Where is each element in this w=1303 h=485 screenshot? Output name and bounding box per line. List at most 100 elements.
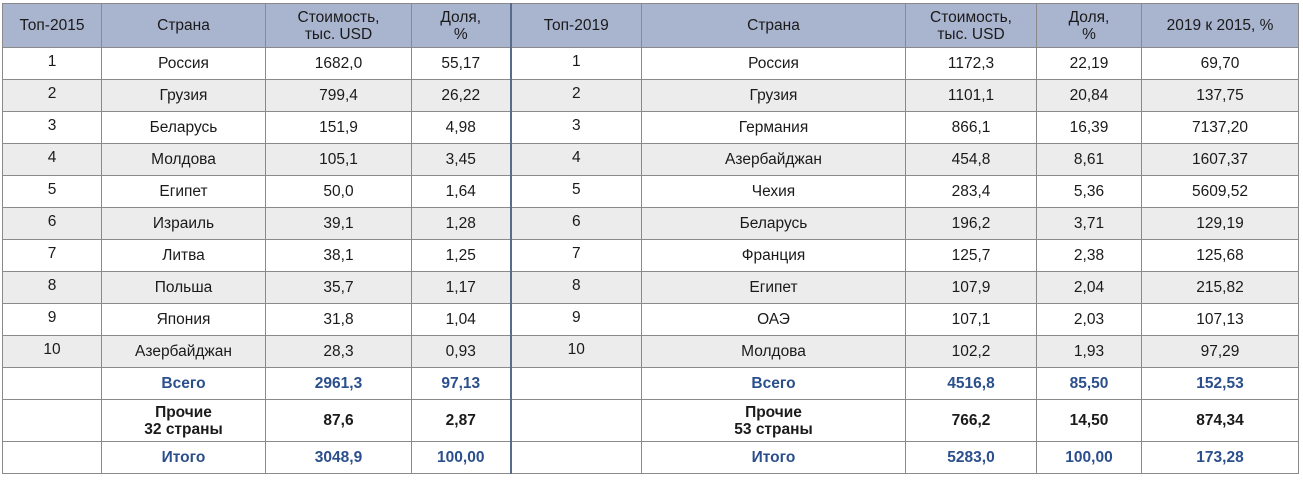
- other-ratio: 874,34: [1141, 399, 1299, 442]
- rank-2015-cell: 3: [2, 111, 102, 144]
- rank-2019-cell: 4: [510, 143, 642, 176]
- grand-rank-2015-empty: [2, 441, 102, 474]
- other-line2-2015: 32 страны: [144, 420, 223, 438]
- value-2019-cell: 1172,3: [905, 47, 1037, 80]
- ratio-cell: 7137,20: [1141, 111, 1299, 144]
- country-2019-cell: Египет: [641, 271, 906, 304]
- header-value2-line2: тыс. USD: [937, 25, 1005, 43]
- rank-2015-cell: 7: [2, 239, 102, 272]
- rank-2019-cell: 3: [510, 111, 642, 144]
- country-2015-cell: Япония: [101, 303, 266, 336]
- table-row: 5 Египет 50,0 1,64 5 Чехия 283,4 5,36 5609,52: [2, 175, 1299, 208]
- ratio-cell: 69,70: [1141, 47, 1299, 80]
- other-label-2019: Прочие 53 страны: [641, 399, 906, 442]
- share-2015-cell: 1,28: [411, 207, 512, 240]
- value-2019-cell: 196,2: [905, 207, 1037, 240]
- total-value-2019: 4516,8: [905, 367, 1037, 400]
- header-ratio: 2019 к 2015, %: [1141, 3, 1299, 48]
- value-2019-cell: 454,8: [905, 143, 1037, 176]
- header-share-2015: Доля,%: [411, 3, 512, 48]
- grand-ratio: 173,28: [1141, 441, 1299, 474]
- grand-label-2015: Итого: [101, 441, 266, 474]
- other-label-2015: Прочие 32 страны: [101, 399, 266, 442]
- other-line1-2015: Прочие: [155, 403, 212, 421]
- country-2015-cell: Молдова: [101, 143, 266, 176]
- grand-total-row: Итого 3048,9 100,00 Итого 5283,0 100,00 …: [2, 441, 1299, 474]
- rank-2015-cell: 4: [2, 143, 102, 176]
- table-row: 8 Польша 35,7 1,17 8 Египет 107,9 2,04 215,82: [2, 271, 1299, 304]
- rank-2019-cell: 5: [510, 175, 642, 208]
- total-rank-2015-empty: [2, 367, 102, 400]
- share-2015-cell: 55,17: [411, 47, 512, 80]
- value-2015-cell: 31,8: [265, 303, 412, 336]
- country-2015-cell: Азербайджан: [101, 335, 266, 368]
- total-ratio: 152,53: [1141, 367, 1299, 400]
- rank-2019-cell: 6: [510, 207, 642, 240]
- value-2019-cell: 107,1: [905, 303, 1037, 336]
- country-2015-cell: Египет: [101, 175, 266, 208]
- share-2015-cell: 1,64: [411, 175, 512, 208]
- header-country-2015: Страна: [101, 3, 266, 48]
- value-2019-cell: 102,2: [905, 335, 1037, 368]
- rank-2019-cell: 7: [510, 239, 642, 272]
- other-line1-2019: Прочие: [745, 403, 802, 421]
- other-rank-2019-empty: [510, 399, 642, 442]
- share-2015-cell: 0,93: [411, 335, 512, 368]
- total-row: Всего 2961,3 97,13 Всего 4516,8 85,50 15…: [2, 367, 1299, 400]
- share-2015-cell: 26,22: [411, 79, 512, 112]
- table-row: 1 Россия 1682,0 55,17 1 Россия 1172,3 22,19 69,7…: [2, 47, 1299, 80]
- share-2019-cell: 20,84: [1036, 79, 1142, 112]
- value-2015-cell: 50,0: [265, 175, 412, 208]
- grand-rank-2019-empty: [510, 441, 642, 474]
- rank-2015-cell: 10: [2, 335, 102, 368]
- header-top2019: Топ-2019: [510, 3, 642, 48]
- header-share2-line2: %: [1082, 25, 1096, 43]
- value-2019-cell: 125,7: [905, 239, 1037, 272]
- ratio-cell: 125,68: [1141, 239, 1299, 272]
- share-2019-cell: 2,04: [1036, 271, 1142, 304]
- value-2019-cell: 1101,1: [905, 79, 1037, 112]
- value-2019-cell: 107,9: [905, 271, 1037, 304]
- header-value-2019: Стоимость, тыс. USD: [905, 3, 1037, 48]
- grand-value-2019: 5283,0: [905, 441, 1037, 474]
- value-2015-cell: 28,3: [265, 335, 412, 368]
- share-2015-cell: 3,45: [411, 143, 512, 176]
- share-2015-cell: 1,04: [411, 303, 512, 336]
- rank-2019-cell: 2: [510, 79, 642, 112]
- value-2015-cell: 38,1: [265, 239, 412, 272]
- other-value-2015: 87,6: [265, 399, 412, 442]
- rank-2015-cell: 8: [2, 271, 102, 304]
- total-value-2015: 2961,3: [265, 367, 412, 400]
- share-2015-cell: 1,17: [411, 271, 512, 304]
- value-2015-cell: 35,7: [265, 271, 412, 304]
- country-2015-cell: Литва: [101, 239, 266, 272]
- country-2019-cell: ОАЭ: [641, 303, 906, 336]
- share-2019-cell: 2,38: [1036, 239, 1142, 272]
- ratio-cell: 5609,52: [1141, 175, 1299, 208]
- country-2019-cell: Германия: [641, 111, 906, 144]
- country-2015-cell: Россия: [101, 47, 266, 80]
- table-row: 10 Азербайджан 28,3 0,93 10 Молдова 102,2 1,93 9…: [2, 335, 1299, 368]
- grand-share-2015: 100,00: [411, 441, 512, 474]
- header-value-line1: Стоимость,: [297, 8, 380, 26]
- rank-2015-cell: 1: [2, 47, 102, 80]
- table-row: 4 Молдова 105,1 3,45 4 Азербайджан 454,8 8,61 16…: [2, 143, 1299, 176]
- country-2019-cell: Беларусь: [641, 207, 906, 240]
- share-2019-cell: 5,36: [1036, 175, 1142, 208]
- country-2015-cell: Израиль: [101, 207, 266, 240]
- table-row: 6 Израиль 39,1 1,28 6 Беларусь 196,2 3,71 129,19: [2, 207, 1299, 240]
- country-2019-cell: Россия: [641, 47, 906, 80]
- total-share-2015: 97,13: [411, 367, 512, 400]
- value-2015-cell: 39,1: [265, 207, 412, 240]
- other-rank-2015-empty: [2, 399, 102, 442]
- share-2019-cell: 1,93: [1036, 335, 1142, 368]
- rank-2019-cell: 10: [510, 335, 642, 368]
- table-row: 7 Литва 38,1 1,25 7 Франция 125,7 2,38 125,68: [2, 239, 1299, 272]
- ratio-cell: 97,29: [1141, 335, 1299, 368]
- share-2019-cell: 3,71: [1036, 207, 1142, 240]
- rank-2015-cell: 6: [2, 207, 102, 240]
- grand-share-2019: 100,00: [1036, 441, 1142, 474]
- value-2019-cell: 866,1: [905, 111, 1037, 144]
- other-row: Прочие 32 страны 87,6 2,87 Прочие 53 стран…: [2, 399, 1299, 442]
- other-share-2019: 14,50: [1036, 399, 1142, 442]
